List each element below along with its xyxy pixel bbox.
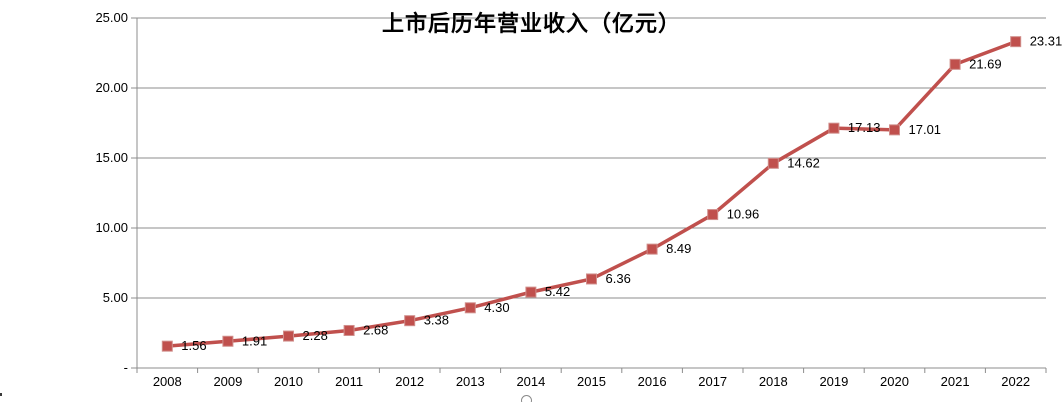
data-point-label: 23.31 <box>1030 34 1063 49</box>
x-axis-tick-label: 2019 <box>819 374 848 389</box>
data-point-label: 2.28 <box>303 328 328 343</box>
data-point-marker <box>525 286 537 298</box>
data-point-marker <box>222 335 234 347</box>
x-axis-tick-label: 2015 <box>577 374 606 389</box>
data-point-label: 3.38 <box>424 313 449 328</box>
y-axis-tick-label: 5.00 <box>103 290 128 305</box>
data-point-marker <box>343 324 355 336</box>
y-axis-tick-label: 25.00 <box>95 10 128 25</box>
y-axis-tick-label: - <box>124 360 128 375</box>
series-line <box>165 39 1018 348</box>
x-axis-tick-label: 2010 <box>274 374 303 389</box>
data-point-marker <box>707 209 719 221</box>
x-axis-tick-label: 2017 <box>698 374 727 389</box>
data-point-marker <box>889 124 900 136</box>
data-point-label: 14.62 <box>787 155 820 170</box>
x-axis-tick-label: 2021 <box>941 374 970 389</box>
data-point-marker <box>1010 36 1022 48</box>
data-point-label: 4.30 <box>484 300 509 315</box>
data-point-label: 8.49 <box>666 241 691 256</box>
x-axis-tick-label: 2009 <box>213 374 242 389</box>
x-axis-tick-label: 2018 <box>759 374 788 389</box>
y-axis-tick-label: 20.00 <box>95 80 128 95</box>
cropped-glyph-artifact <box>521 395 532 402</box>
data-point-marker <box>828 122 840 134</box>
y-axis-tick-label: 15.00 <box>95 150 128 165</box>
data-point-marker <box>646 243 658 255</box>
data-point-marker <box>464 302 476 314</box>
x-axis-tick-label: 2020 <box>880 374 909 389</box>
data-point-label: 10.96 <box>727 207 760 222</box>
x-axis-tick-label: 2013 <box>456 374 485 389</box>
data-point-label: 21.69 <box>969 56 1002 71</box>
data-point-marker <box>404 315 416 327</box>
data-point-marker <box>283 330 294 342</box>
edge-speck-artifact <box>0 393 2 396</box>
y-axis-tick-label: 10.00 <box>95 220 128 235</box>
data-point-marker <box>586 273 597 285</box>
data-point-label: 2.68 <box>363 322 388 337</box>
x-axis-tick-label: 2022 <box>1001 374 1030 389</box>
data-point-marker <box>161 340 173 352</box>
data-point-label: 1.56 <box>181 338 206 353</box>
data-point-label: 17.13 <box>848 120 881 135</box>
x-axis-tick-label: 2012 <box>395 374 424 389</box>
x-axis-tick-label: 2011 <box>335 374 363 389</box>
data-point-marker <box>767 157 779 169</box>
data-point-label: 1.91 <box>242 333 267 348</box>
data-point-marker <box>949 58 961 70</box>
x-axis-tick-label: 2014 <box>516 374 545 389</box>
x-axis-tick-label: 2016 <box>638 374 667 389</box>
data-point-label: 17.01 <box>909 122 942 137</box>
data-point-label: 5.42 <box>545 284 570 299</box>
data-point-label: 6.36 <box>606 271 631 286</box>
x-axis-tick-label: 2008 <box>153 374 182 389</box>
